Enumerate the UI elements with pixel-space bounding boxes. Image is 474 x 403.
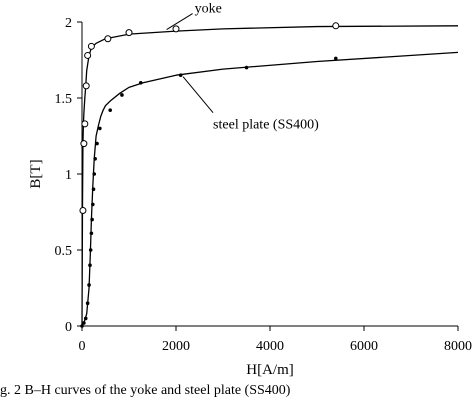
data-point: [79, 206, 87, 214]
data-point: [82, 321, 86, 325]
y-axis-ticks: 0 0.5 1 1.5 2: [55, 16, 82, 335]
x-axis-ticks: 0 2000 4000 6000 8000: [79, 326, 472, 354]
data-point: [87, 283, 91, 287]
data-point: [95, 141, 99, 146]
data-point: [83, 316, 88, 321]
data-point: [98, 126, 102, 131]
data-point: [108, 108, 112, 112]
x-tick-label: 2000: [162, 339, 190, 354]
data-point: [81, 120, 89, 128]
data-point: [84, 51, 92, 59]
data-point: [138, 81, 143, 85]
yoke-label: yoke: [195, 2, 222, 17]
series-yoke: [79, 22, 459, 327]
data-point: [80, 140, 88, 148]
y-tick-label: 1.5: [55, 92, 73, 107]
data-point: [104, 35, 112, 43]
data-point: [85, 301, 90, 306]
data-point: [87, 42, 95, 50]
data-point: [89, 231, 94, 236]
figure-caption: g. 2 B–H curves of the yoke and steel pl…: [0, 383, 291, 398]
y-tick-label: 0: [65, 320, 72, 335]
data-point: [332, 22, 340, 30]
steel-plate-label: steel plate (SS400): [213, 118, 319, 133]
x-axis-title: H[A/m]: [246, 362, 294, 378]
series-line: [81, 51, 459, 327]
plot-frame: [81, 22, 458, 327]
data-point: [93, 157, 97, 161]
annotation-layer: yoke steel plate (SS400): [166, 2, 319, 133]
data-point: [334, 56, 338, 61]
y-tick-label: 2: [65, 16, 72, 31]
data-point: [244, 65, 249, 70]
y-tick-label: 0.5: [55, 244, 73, 259]
data-point: [178, 73, 183, 77]
data-point: [125, 29, 133, 37]
data-point: [120, 93, 124, 97]
data-point: [92, 172, 97, 176]
y-axis-title: B[T]: [28, 159, 44, 188]
data-point: [91, 187, 96, 191]
steel-plate-leader-line: [182, 76, 214, 114]
x-tick-label: 4000: [256, 339, 284, 354]
series-layer: [79, 22, 459, 328]
series-line: [81, 25, 459, 327]
x-tick-label: 0: [79, 339, 86, 354]
data-point: [90, 217, 94, 222]
x-tick-label: 6000: [350, 339, 378, 354]
data-point: [172, 25, 180, 33]
x-tick-label: 8000: [444, 339, 472, 354]
data-point: [80, 324, 84, 328]
data-point: [91, 202, 95, 207]
data-point: [88, 263, 92, 268]
y-tick-label: 1: [65, 168, 72, 183]
series-steel-plate: [80, 51, 459, 328]
yoke-leader-line: [166, 13, 193, 31]
data-point: [88, 248, 93, 252]
data-point: [82, 82, 90, 90]
